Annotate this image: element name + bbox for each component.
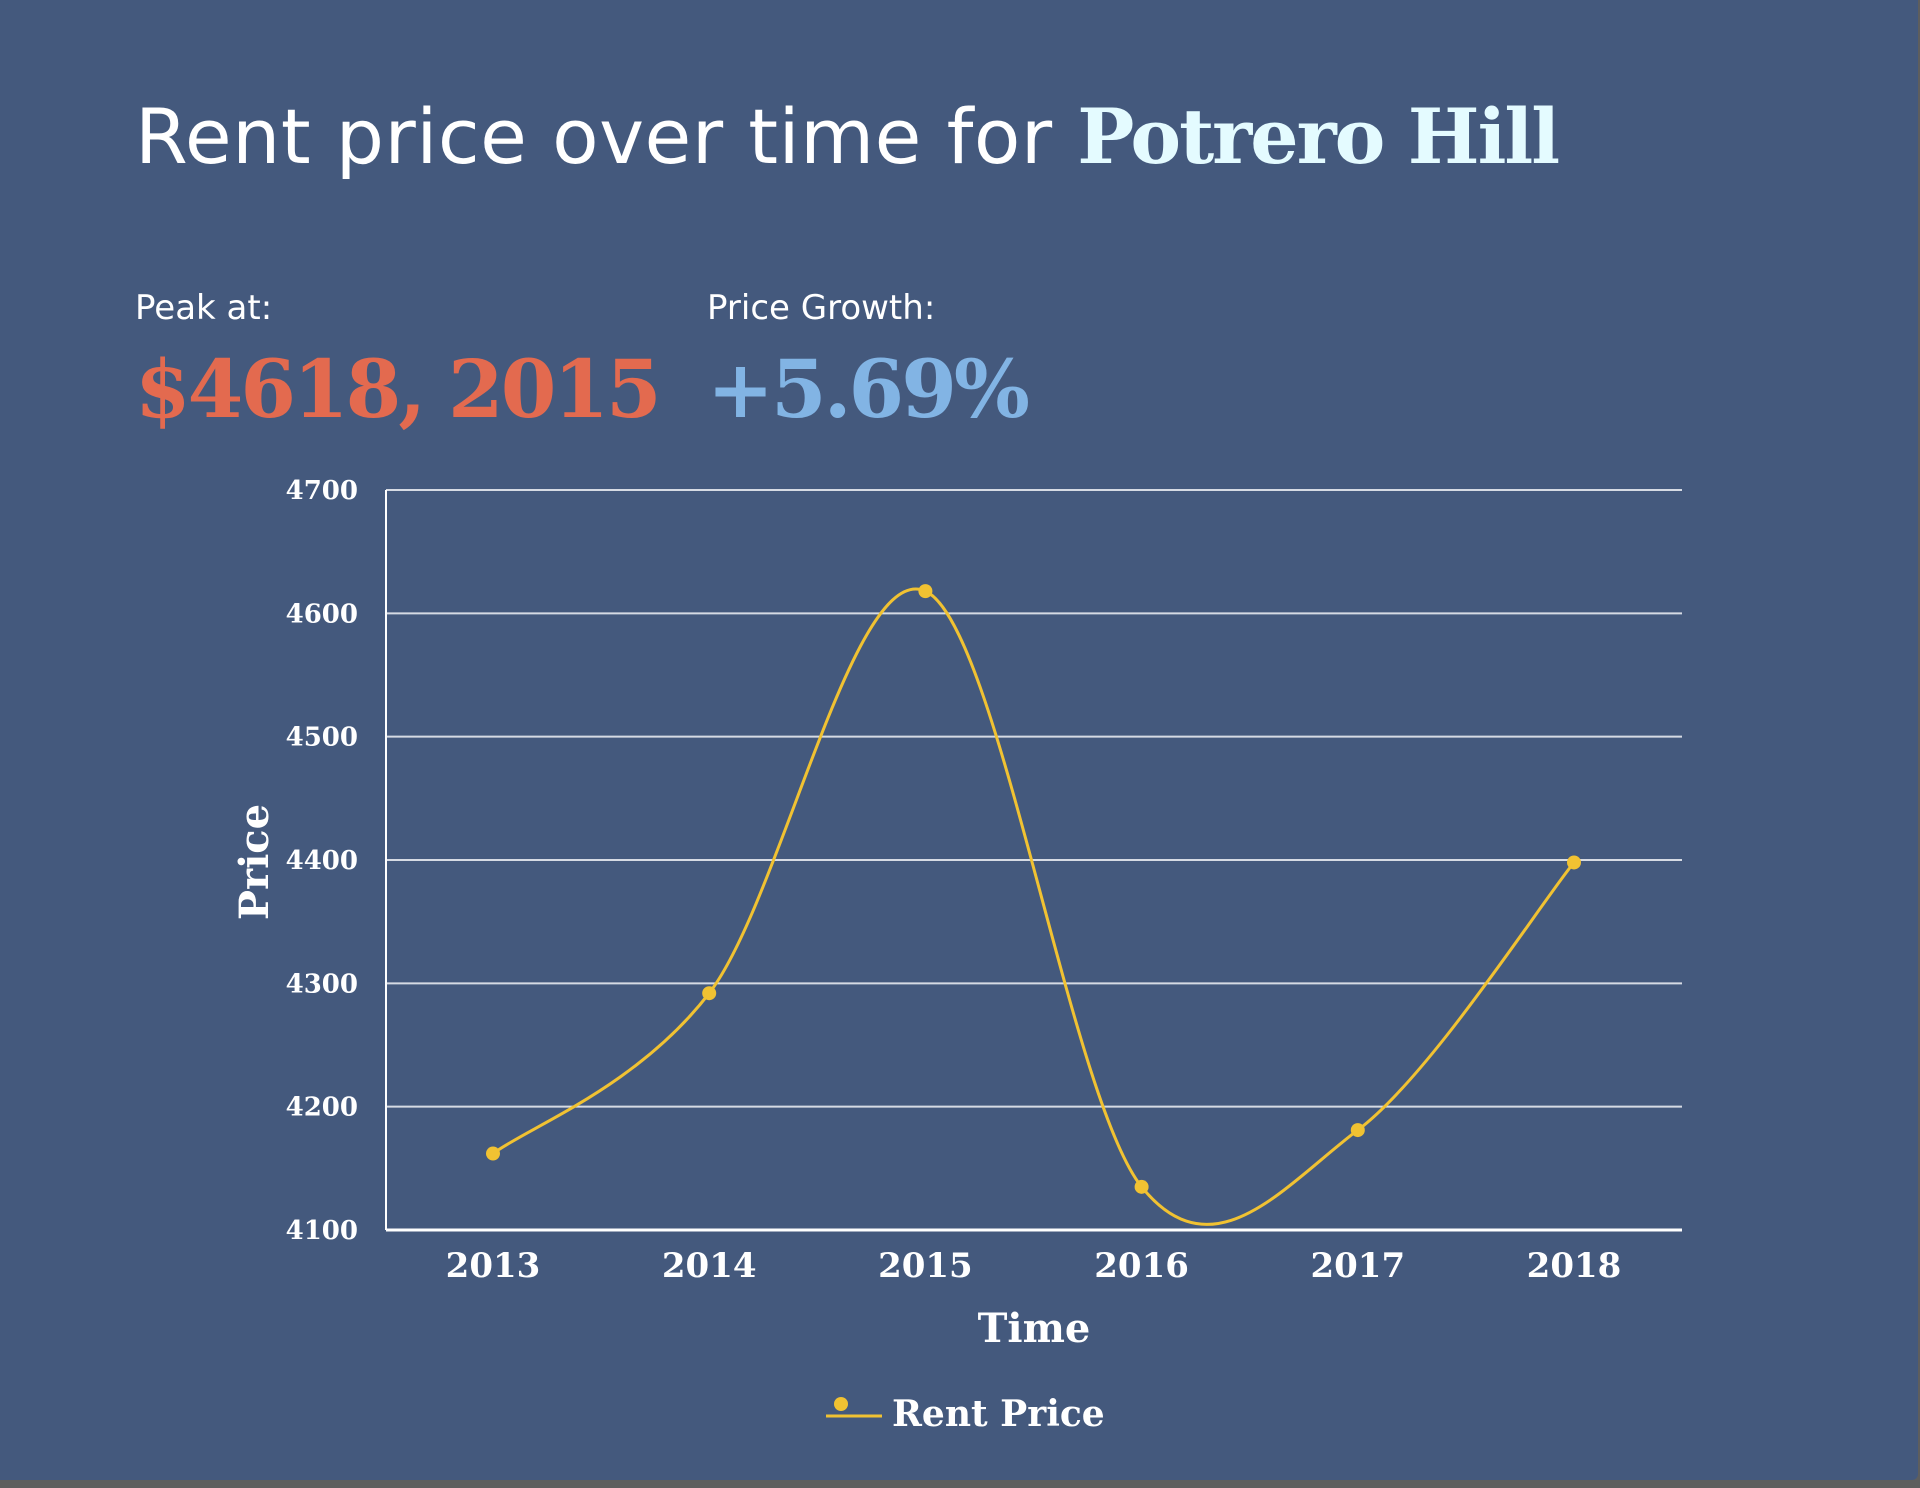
x-tick-2018: 2018 (1527, 1246, 1622, 1286)
y-tick-4700: 4700 (286, 476, 358, 506)
y-tick-4100: 4100 (286, 1216, 358, 1246)
x-tick-2016: 2016 (1094, 1246, 1189, 1286)
legend-label: Rent Price (892, 1393, 1105, 1435)
title-prefix: Rent price over time for (135, 92, 1053, 181)
peak-label: Peak at: (135, 288, 273, 328)
data-point-2013 (486, 1146, 500, 1161)
y-tick-4600: 4600 (286, 599, 358, 629)
x-tick-2013: 2013 (446, 1246, 541, 1286)
grid-lines (386, 489, 1682, 1108)
series-points (486, 584, 1581, 1194)
growth-value: +5.69% (707, 342, 1030, 436)
data-point-2015 (918, 584, 933, 599)
y-tick-4500: 4500 (286, 723, 358, 753)
growth-label: Price Growth: (707, 288, 936, 328)
y-tick-4400: 4400 (286, 846, 358, 876)
y-tick-4200: 4200 (286, 1093, 358, 1123)
peak-value: $4618, 2015 (135, 342, 662, 436)
y-tick-labels: 4100 4200 4300 4400 4500 4600 4700 (286, 476, 358, 1246)
data-point-2014 (702, 986, 717, 1001)
x-axis-label: Time (978, 1305, 1091, 1352)
y-tick-4300: 4300 (286, 969, 358, 999)
x-tick-2015: 2015 (878, 1246, 973, 1286)
x-tick-2017: 2017 (1310, 1246, 1405, 1286)
series-line-rent-price (492, 587, 1576, 1226)
title-neighborhood: Potrero Hill (1077, 92, 1560, 181)
data-point-2016 (1134, 1179, 1149, 1194)
data-point-2018 (1567, 855, 1581, 870)
legend: Rent Price (826, 1393, 1105, 1435)
legend-marker (834, 1397, 848, 1411)
y-axis-label: Price (231, 804, 278, 920)
page-title: Rent price over time for Potrero Hill (135, 92, 1560, 181)
x-tick-labels: 2013 2014 2015 2016 2017 2018 (446, 1246, 1622, 1286)
x-tick-2014: 2014 (662, 1246, 757, 1286)
data-point-2017 (1350, 1123, 1365, 1138)
